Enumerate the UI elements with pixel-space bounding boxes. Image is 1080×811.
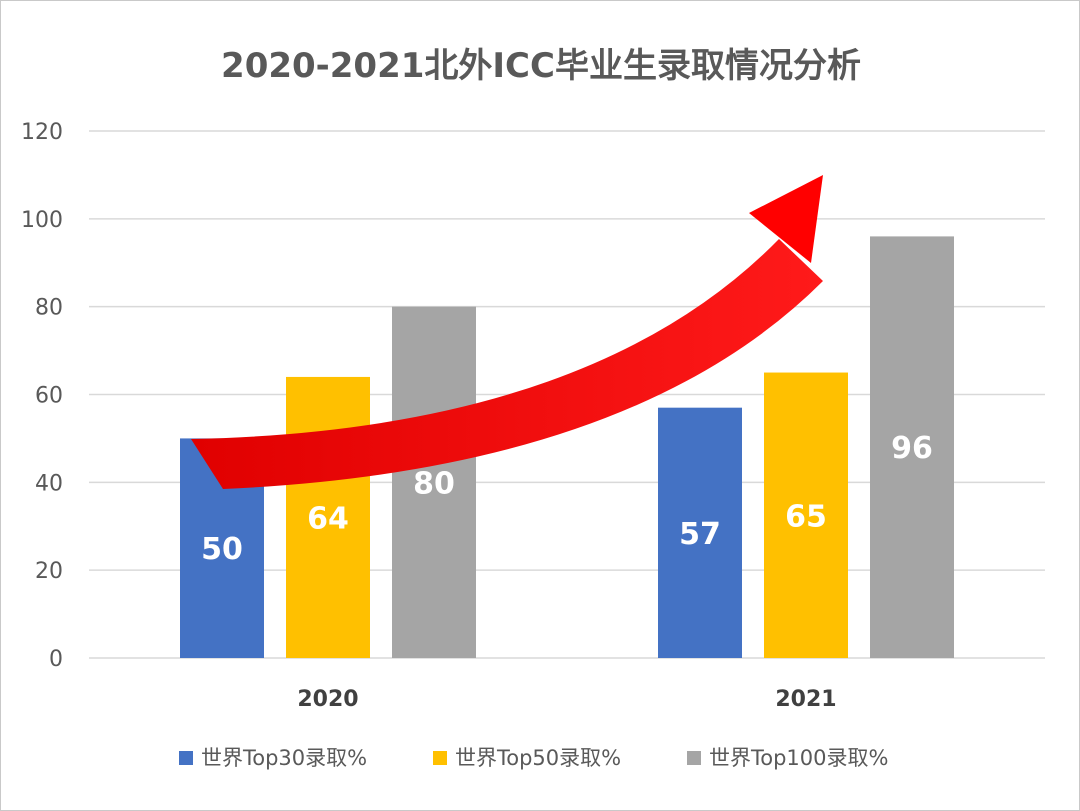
y-tick-label: 0 <box>49 647 63 672</box>
y-tick-label: 60 <box>35 384 63 409</box>
legend-swatch <box>687 751 701 765</box>
trend-arrow-shaft <box>191 239 823 489</box>
legend: 世界Top30录取% 世界Top50录取% 世界Top100录取% <box>179 746 888 770</box>
data-label: 80 <box>413 466 455 501</box>
legend-swatch <box>433 751 447 765</box>
y-tick-label: 40 <box>35 471 63 496</box>
bar <box>286 376 370 658</box>
bar <box>870 236 954 658</box>
legend-label: 世界Top30录取% <box>201 746 367 770</box>
x-axis-ticks: 2020 2021 <box>297 687 836 712</box>
y-tick-label: 20 <box>35 559 63 584</box>
y-tick-label: 80 <box>35 296 63 321</box>
bar <box>658 407 742 658</box>
x-tick-label: 2020 <box>297 687 358 712</box>
bar <box>764 372 848 658</box>
data-label: 96 <box>891 431 933 466</box>
data-label: 50 <box>201 532 243 567</box>
trend-arrow-head <box>749 175 823 263</box>
bars <box>180 236 954 658</box>
y-tick-label: 100 <box>21 208 63 233</box>
x-tick-label: 2021 <box>775 687 836 712</box>
data-label: 64 <box>307 501 349 536</box>
data-label: 57 <box>679 517 721 552</box>
legend-label: 世界Top50录取% <box>455 746 621 770</box>
trend-arrow <box>191 175 823 489</box>
bar <box>392 306 476 658</box>
data-labels: 50 64 80 57 65 96 <box>201 431 933 567</box>
legend-swatch <box>179 751 193 765</box>
y-tick-label: 120 <box>21 120 63 145</box>
legend-label: 世界Top100录取% <box>709 746 888 770</box>
data-label: 65 <box>785 499 827 534</box>
chart-title: 2020-2021北外ICC毕业生录取情况分析 <box>221 46 861 86</box>
y-axis-ticks: 0 20 40 60 80 100 120 <box>21 120 63 672</box>
